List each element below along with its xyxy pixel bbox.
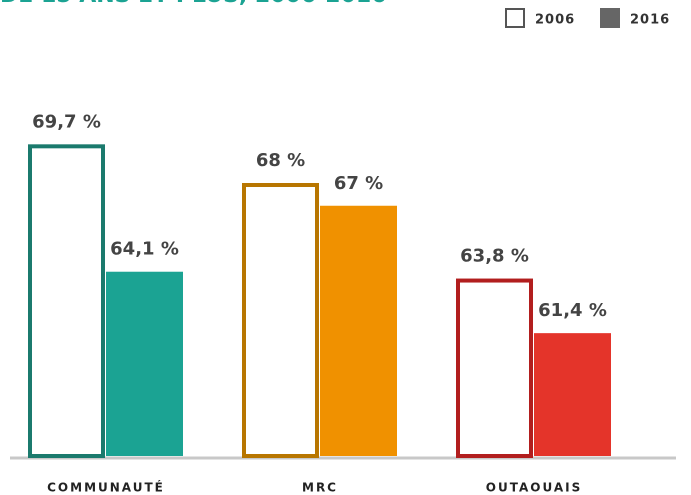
value-label: 61,4 % <box>538 300 607 321</box>
bar <box>534 333 611 456</box>
bar <box>456 278 533 458</box>
bar <box>28 144 105 458</box>
bar <box>106 271 183 456</box>
value-label: 64,1 % <box>110 239 179 260</box>
legend-swatch <box>505 8 525 28</box>
x-tick-label: MRC <box>302 481 338 495</box>
value-label: 67 % <box>334 173 383 194</box>
bar <box>242 183 319 458</box>
legend-swatch <box>600 8 620 28</box>
legend-label: 2016 <box>630 13 670 28</box>
legend-label: 2006 <box>535 13 575 28</box>
value-label: 69,7 % <box>32 111 101 132</box>
bar <box>320 205 397 456</box>
value-label: 63,8 % <box>460 246 529 267</box>
value-label: 68 % <box>256 150 305 171</box>
chart-title: DE 15 ANS ET PLUS, 2006-2016 <box>0 0 387 8</box>
x-tick-label: COMMUNAUTÉ <box>47 480 165 495</box>
x-tick-label: OUTAOUAIS <box>486 481 582 495</box>
